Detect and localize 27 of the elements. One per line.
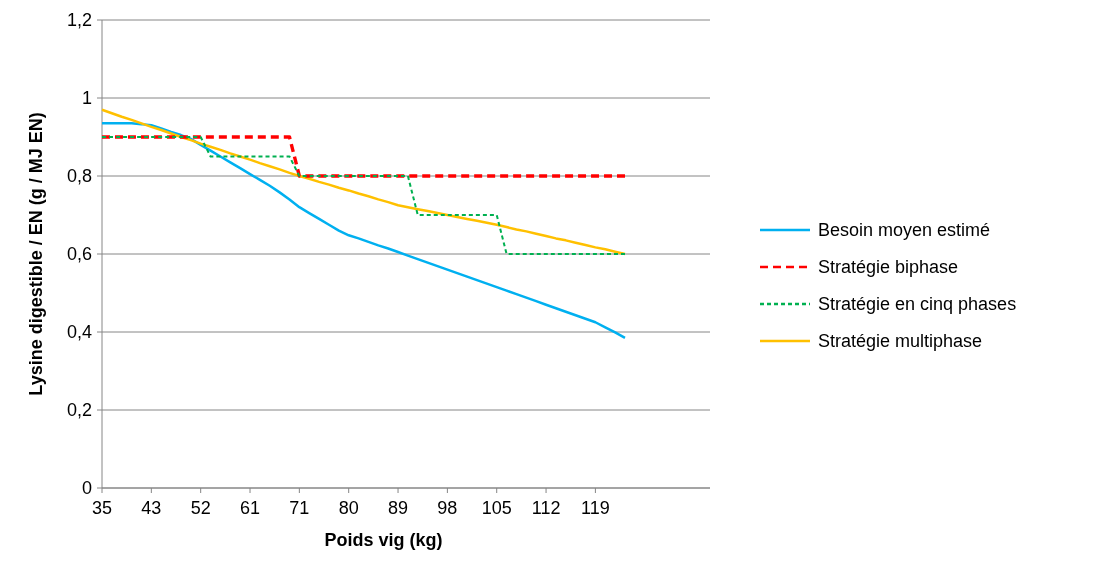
y-tick-label: 0,8 bbox=[66, 166, 92, 187]
x-tick-label: 105 bbox=[481, 498, 512, 518]
line-series bbox=[100, 108, 627, 256]
line-series bbox=[100, 122, 627, 340]
line-series bbox=[101, 136, 626, 255]
y-tick-label: 0,4 bbox=[66, 322, 92, 343]
y-tick-label: 1,2 bbox=[66, 10, 92, 31]
y-tick-label: 0,2 bbox=[66, 400, 92, 421]
x-tick-label: 35 bbox=[91, 498, 113, 518]
legend-label: Stratégie en cinq phases bbox=[818, 294, 1017, 315]
x-tick-label: 71 bbox=[289, 498, 310, 518]
legend-label: Stratégie biphase bbox=[818, 257, 959, 278]
y-axis-title: Lysine digestible / EN (g / MJ EN) bbox=[26, 112, 46, 396]
y-tick-label: 0,6 bbox=[66, 244, 92, 265]
y-tick-label: 0 bbox=[81, 478, 92, 499]
legend-label: Besoin moyen estimé bbox=[818, 220, 991, 241]
x-tick-label: 80 bbox=[338, 498, 359, 518]
x-tick-label: 98 bbox=[437, 498, 458, 518]
legend-label: Stratégie multiphase bbox=[818, 331, 983, 352]
x-tick-label: 112 bbox=[531, 498, 561, 518]
x-tick-label: 52 bbox=[190, 498, 211, 518]
x-tick-label: 89 bbox=[388, 498, 409, 518]
y-tick-label: 1 bbox=[81, 88, 92, 109]
x-tick-label: 119 bbox=[581, 498, 610, 518]
x-tick-label: 61 bbox=[240, 498, 261, 518]
x-tick-label: 43 bbox=[141, 498, 162, 518]
x-axis-title: Poids vig (kg) bbox=[324, 530, 443, 550]
